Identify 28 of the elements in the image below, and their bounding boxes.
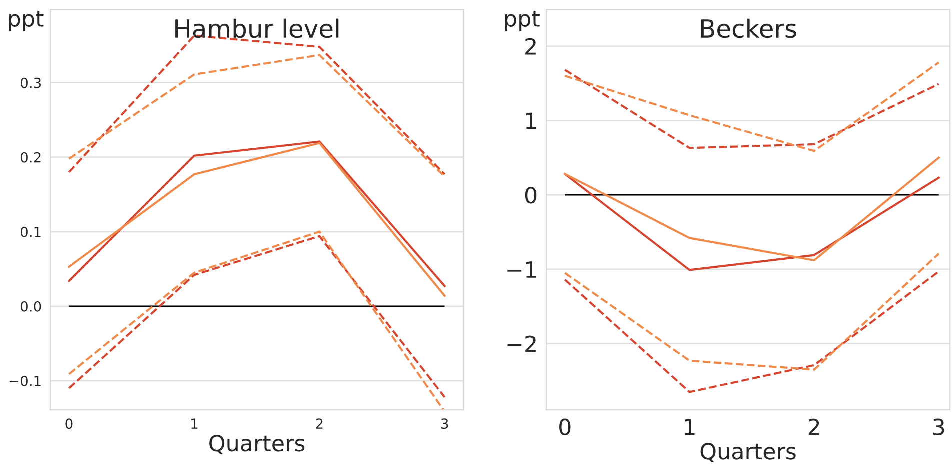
chart-title: Hambur level [176,18,339,38]
x-tick-label: 2 [808,418,820,436]
y-tick-label: 0.2 [20,152,41,163]
x-tick-label: 0 [66,418,73,430]
line-series [564,252,940,371]
x-tick-label: 1 [192,418,198,429]
y-tick-label: 1 [526,112,536,130]
x-tick-label: 3 [934,418,944,436]
line-series [564,156,940,262]
x-axis-title: Quarters [700,443,796,462]
y-axis-title: ppt [505,11,540,32]
x-tick-label: 2 [316,418,323,429]
line-series [564,270,940,394]
y-axis-title: ppt [9,11,44,32]
x-tick-label: 1 [685,419,695,436]
x-tick-label: 0 [560,418,571,436]
chart-title: Beckers [701,18,796,38]
y-tick-label: 2 [526,38,536,55]
y-tick-label: 0 [525,186,537,204]
y-tick-label: −0.1 [10,376,41,386]
x-tick-label: 3 [441,418,448,430]
x-axis-title: Quarters [210,434,305,454]
y-tick-label: −2 [508,336,536,352]
y-tick-label: −1 [508,262,536,278]
y-tick-label: 0.3 [20,78,42,88]
y-tick-label: 0.0 [20,301,42,312]
line-series [564,173,940,272]
y-tick-label: 0.1 [20,226,41,238]
